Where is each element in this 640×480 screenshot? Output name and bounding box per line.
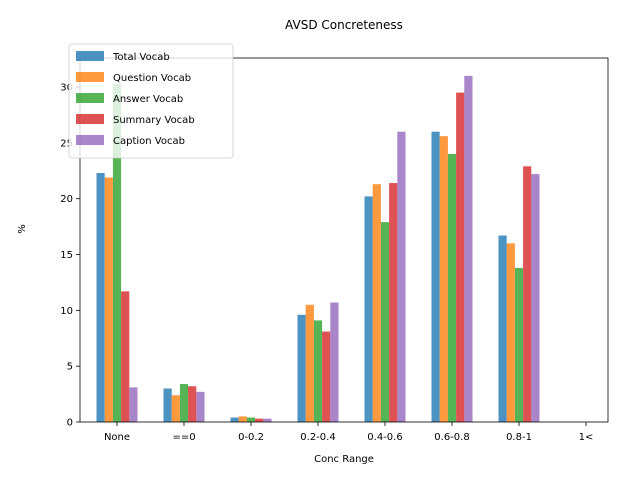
bar-total-vocab-0-2-0-4 [297, 314, 306, 422]
legend: Total Vocab Question Vocab Answer Vocab Sum… [68, 43, 234, 159]
bar-question-vocab-0-6-0-8 [439, 136, 448, 422]
x-tick-label: ==0 [172, 432, 195, 443]
bar-total-vocab-0-6-0-8 [431, 131, 440, 422]
bar-summary-vocab-none [121, 291, 130, 422]
bars-layer [96, 75, 540, 423]
bar-caption-vocab-0-0-2 [263, 418, 272, 422]
bar-total-vocab-0-4-0-6 [364, 196, 373, 422]
bar-total-vocab-none [96, 173, 105, 422]
bar-answer-vocab-0 [179, 384, 189, 422]
bar-summary-vocab-0-8-1 [523, 166, 532, 422]
bar-caption-vocab-none [129, 387, 138, 422]
x-tick-label: 1< [579, 432, 594, 443]
bar-caption-vocab-0-8-1 [531, 174, 540, 422]
x-tick-label: 0.2-0.4 [300, 432, 335, 443]
bar-caption-vocab-0-4-0-6 [397, 131, 406, 422]
bar-answer-vocab-0-8-1 [514, 267, 524, 422]
legend-label-total-vocab: Total Vocab [112, 52, 170, 63]
bar-caption-vocab-0-6-0-8 [464, 75, 473, 423]
y-tick-label: 10 [60, 306, 73, 317]
y-tick-label: 30 [60, 83, 73, 94]
bar-question-vocab-none [104, 177, 113, 422]
bar-summary-vocab-0-2-0-4 [322, 331, 331, 422]
legend-label-caption-vocab: Caption Vocab [113, 136, 185, 147]
bar-question-vocab-0-2-0-4 [305, 304, 314, 422]
bar-question-vocab-0-4-0-6 [372, 184, 381, 422]
x-tick-label: 0.6-0.8 [434, 432, 469, 443]
x-axis-ticks: None ==0 0-0.2 0.2-0.4 0.4-0.6 0.6-0.8 0.8-1 1< [104, 422, 593, 443]
bar-total-vocab-0 [163, 388, 172, 422]
y-tick-label: 15 [60, 250, 73, 261]
x-tick-label: 0.4-0.6 [367, 432, 402, 443]
bar-summary-vocab-0-6-0-8 [456, 92, 465, 423]
legend-swatch-caption-vocab [76, 135, 104, 145]
x-tick-label: 0.8-1 [506, 432, 532, 443]
bar-summary-vocab-0-0-2 [255, 418, 264, 422]
x-tick-label: 0-0.2 [238, 432, 264, 443]
bar-answer-vocab-0-0-2 [246, 417, 256, 422]
bar-question-vocab-0 [171, 395, 180, 422]
bar-answer-vocab-none [112, 83, 122, 423]
bar-caption-vocab-0-2-0-4 [330, 302, 339, 422]
bar-answer-vocab-0-2-0-4 [313, 320, 323, 422]
legend-swatch-total-vocab [76, 51, 104, 61]
legend-box [68, 43, 234, 159]
bar-total-vocab-0-0-2 [230, 417, 239, 422]
legend-label-summary-vocab: Summary Vocab [113, 115, 195, 126]
bar-caption-vocab-0 [196, 391, 205, 422]
y-tick-label: 5 [67, 362, 73, 373]
x-axis-label: Conc Range [314, 454, 374, 465]
chart-title: AVSD Concreteness [285, 18, 403, 32]
y-tick-label: 0 [67, 418, 73, 429]
bar-summary-vocab-0-4-0-6 [389, 183, 398, 422]
y-axis-ticks: 0 5 10 15 20 25 30 [60, 83, 80, 429]
y-tick-label: 20 [60, 194, 73, 205]
bar-answer-vocab-0-4-0-6 [380, 222, 390, 422]
bar-question-vocab-0-0-2 [238, 416, 247, 422]
legend-swatch-question-vocab [76, 72, 104, 82]
legend-label-answer-vocab: Answer Vocab [113, 94, 183, 105]
plot-frame [79, 57, 609, 423]
bar-question-vocab-0-8-1 [506, 243, 515, 422]
bar-answer-vocab-0-6-0-8 [447, 154, 457, 422]
legend-swatch-answer-vocab [76, 93, 104, 103]
y-axis-label: % [17, 224, 28, 234]
x-tick-label: None [104, 432, 130, 443]
bar-total-vocab-0-8-1 [498, 235, 507, 422]
bar-summary-vocab-0 [188, 386, 197, 422]
legend-swatch-summary-vocab [76, 114, 104, 124]
legend-label-question-vocab: Question Vocab [113, 73, 191, 84]
y-tick-label: 25 [60, 138, 73, 149]
